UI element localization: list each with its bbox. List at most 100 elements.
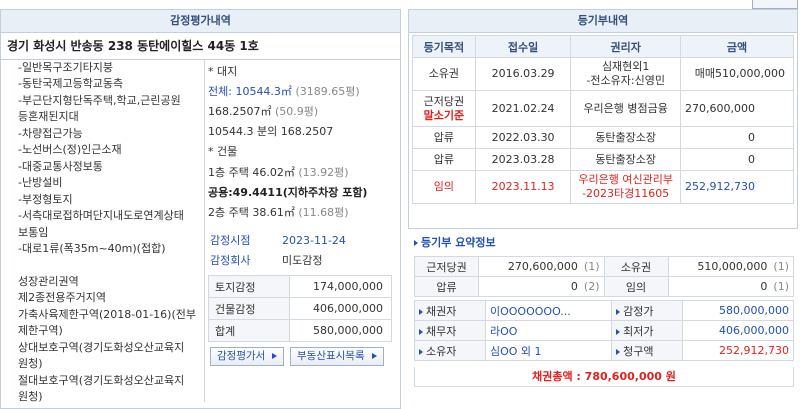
property-list-button[interactable]: 부동산표시목록 xyxy=(290,347,384,366)
cell-line: 252,912,730 xyxy=(685,180,755,193)
count-label: 압류 xyxy=(414,276,479,297)
party-value: 이OOOOOOO... xyxy=(484,300,613,321)
zoning-line: 제한구역) xyxy=(18,324,63,338)
cell-line: 2021.02.24 xyxy=(491,101,555,115)
arrow xyxy=(616,348,621,355)
cell-line: 270,600,000 xyxy=(685,101,755,115)
party-label: 최저가 xyxy=(611,320,684,341)
print-button[interactable] xyxy=(752,0,798,9)
party-label-text: 청구액 xyxy=(623,344,654,358)
cell-line: 동탄출장소장 xyxy=(595,130,657,144)
feature-line: 보통임 xyxy=(18,225,49,239)
registry-cell: 2023.11.13 xyxy=(474,170,572,204)
registry-cell: 0 xyxy=(679,148,795,171)
registry-row: 소유권 2016.03.29 심재현외1 -전소유자:신영민 매매510,000,000 xyxy=(412,57,795,91)
feature-line: -서측대로접하며단지내도로연계상태 xyxy=(18,209,184,223)
registry-table: 등기목적 접수일 권리자 금액 소유권 2016.03.29 심재현외1 -전소유자:신영민 매… xyxy=(412,35,795,204)
cell-line: 임의 xyxy=(433,180,454,193)
party-table: 채권자 이OOOOOOO... 감정가 580,000,000 채무자 라OO 최저가 406… xyxy=(414,300,794,361)
party-label: 감정가 xyxy=(611,300,684,321)
column-header: 금액 xyxy=(679,35,795,58)
feature-line: -차량접근가능 xyxy=(18,126,83,140)
cell-line: 우리은행 여신관리부 xyxy=(578,173,673,186)
zoning-line: 원청) xyxy=(18,357,43,371)
land-share-pyeong: (50.9평) xyxy=(275,105,319,118)
zoning-line: 원청) xyxy=(18,390,43,403)
registry-cell: 임의 xyxy=(412,170,476,204)
arrow xyxy=(616,308,621,315)
feature-line: -부정형토지 xyxy=(18,192,73,206)
cell-line: 심재현외1 xyxy=(601,60,650,73)
column-header: 권리자 xyxy=(570,35,681,58)
arrow xyxy=(419,328,423,335)
land-ratio: 10544.3 분의 168.2507 xyxy=(208,125,334,138)
cell-line: 2022.03.30 xyxy=(491,130,555,144)
zoning-line: 성장관리권역 xyxy=(18,274,79,288)
count-value: 0 (1) xyxy=(667,276,794,297)
registry-row: 압류 2023.03.28 동탄출장소장 0 xyxy=(412,148,795,171)
party-label: 청구액 xyxy=(611,340,684,361)
column-header: 접수일 xyxy=(474,35,572,58)
count-amount: 0 xyxy=(760,280,768,293)
arrow xyxy=(419,308,423,315)
count-number: (2) xyxy=(583,280,600,293)
building-heading: * 건물 xyxy=(208,145,238,158)
count-table: 근저당권 270,600,000 (1) 소유권 510,000,000 (1) 압류 0 (2… xyxy=(414,256,794,297)
registry-panel: 등기부내역 xyxy=(408,9,798,229)
party-value: 580,000,000 xyxy=(682,300,794,321)
registry-cell: 우리은행 병점금융 xyxy=(570,90,681,127)
feature-line: -대중교통사정보통 xyxy=(18,159,103,173)
amount-value: 174,000,000 xyxy=(289,275,392,298)
party-label-text: 채권자 xyxy=(426,304,457,318)
date-label: 감정시점 xyxy=(210,234,251,247)
area-info: * 대지 전체: 10544.3㎡ (3189.65평) 168.2507㎡ (… xyxy=(208,60,400,240)
registry-cell: 심재현외1 -전소유자:신영민 xyxy=(570,57,681,91)
cell-line: 매매510,000,000 xyxy=(694,67,785,80)
registry-cell: 2023.03.28 xyxy=(474,148,572,171)
amount-row: 토지감정 174,000,000 xyxy=(208,275,392,298)
cell-line: 2023.03.28 xyxy=(491,152,555,166)
amount-label: 합계 xyxy=(208,319,290,342)
amount-row: 합계 580,000,000 xyxy=(208,319,392,342)
cell-line: 근저당권 xyxy=(423,94,465,108)
floor1-pyeong: (13.92평) xyxy=(298,166,349,179)
count-label: 근저당권 xyxy=(414,256,479,277)
count-label: 소유권 xyxy=(603,256,669,277)
cell-line: -전소유자:신영민 xyxy=(586,74,665,87)
registry-cell: 우리은행 여신관리부 -2023타경11605 xyxy=(570,170,681,204)
count-amount: 0 xyxy=(570,280,578,293)
arrow xyxy=(419,348,423,355)
zoning-line: 절대보호구역(경기도화성오산교육지 xyxy=(18,373,185,387)
registry-cell: 2021.02.24 xyxy=(474,90,572,127)
party-value: 252,912,730 xyxy=(682,340,794,361)
party-label-text: 소유자 xyxy=(426,344,457,358)
amount-value: 580,000,000 xyxy=(289,319,392,342)
count-value: 510,000,000 (1) xyxy=(667,256,794,277)
party-value: 라OO xyxy=(484,320,613,341)
count-number: (1) xyxy=(773,280,789,293)
claim-total: 채권총액 : 780,600,000 원 xyxy=(414,367,794,387)
cell-line: 0 xyxy=(748,152,755,166)
registry-cell: 0 xyxy=(679,126,795,149)
feature-list: -일반목구조기타지붕 -동탄국제고등학교동측 -부근단지형단독주택,학교,근린공원 등… xyxy=(18,60,204,403)
party-row: 채권자 이OOOOOOO... 감정가 580,000,000 xyxy=(414,300,794,321)
amount-label: 토지감정 xyxy=(208,275,290,298)
amount-table: 토지감정 174,000,000 건물감정 406,000,000 합계 580,000,… xyxy=(208,275,392,342)
feature-line: -동탄국제고등학교동측 xyxy=(18,77,124,91)
party-value: 406,000,000 xyxy=(682,320,794,341)
land-heading: * 대지 xyxy=(208,65,238,78)
registry-cell: 근저당권 말소기준 xyxy=(412,90,476,127)
count-row: 압류 0 (2) 임의 0 (1) xyxy=(414,276,794,297)
cell-line: 우리은행 병점금융 xyxy=(583,101,668,115)
registry-row: 임의 2023.11.13 우리은행 여신관리부 -2023타경11605 252,91… xyxy=(412,170,795,204)
cell-line: 소유권 xyxy=(428,67,460,80)
header-row: 등기목적 접수일 권리자 금액 xyxy=(412,35,795,58)
date: 2023-11-24 xyxy=(282,234,346,247)
company-label: 감정회사 xyxy=(210,254,251,267)
count-number: (1) xyxy=(583,260,600,273)
registry-cell: 2022.03.30 xyxy=(474,126,572,149)
appraisal-report-button[interactable]: 감정평가서 xyxy=(210,347,285,366)
cell-line: 압류 xyxy=(433,152,454,166)
amount-value: 406,000,000 xyxy=(289,297,392,320)
